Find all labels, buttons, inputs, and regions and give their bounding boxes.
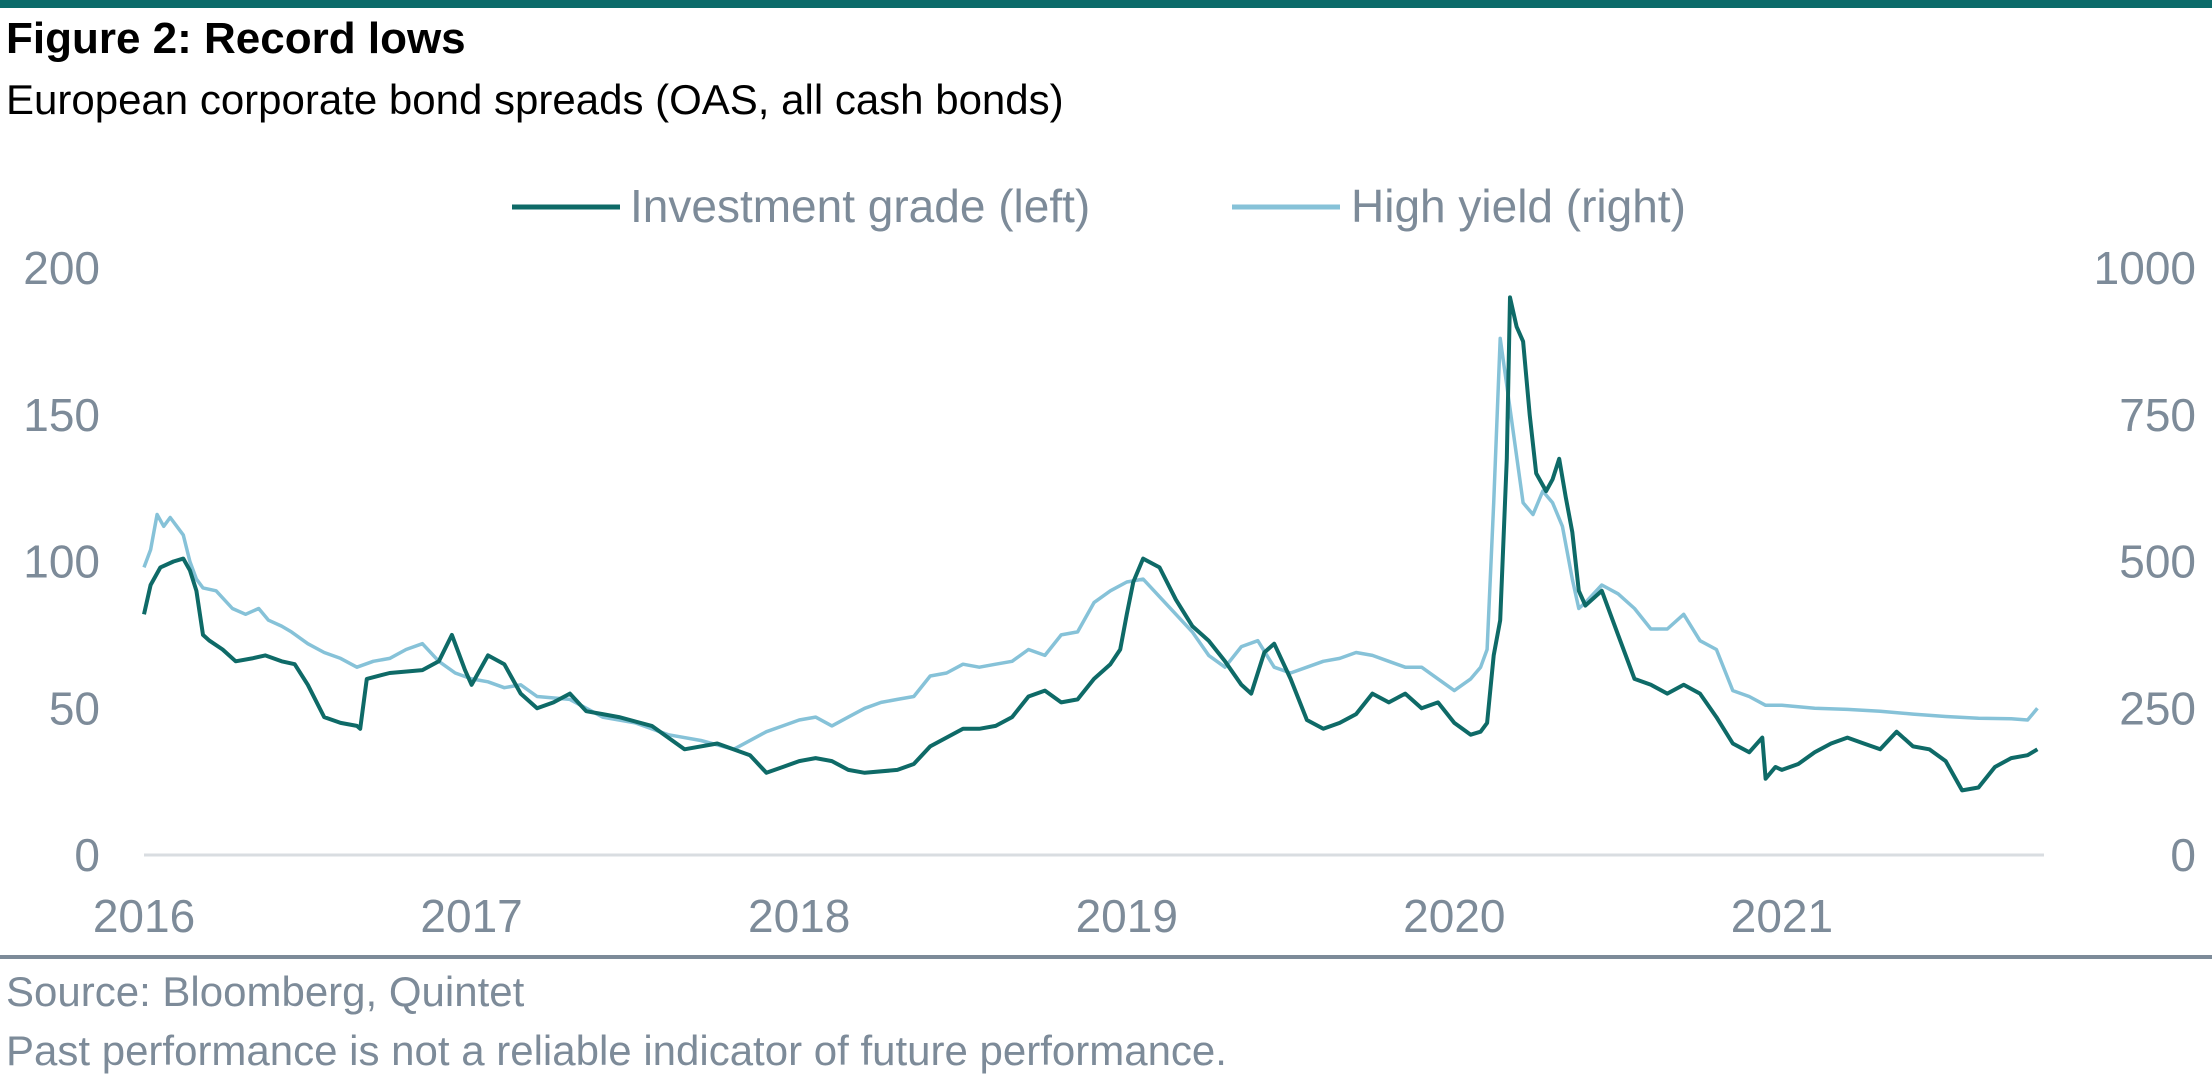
x-axis: 2016 2017 2018 2019 2020 2021 (93, 890, 1833, 942)
right-y-tick-label: 750 (2119, 389, 2196, 441)
series-line-investment-grade (142, 295, 2039, 793)
x-tick-label: 2019 (1076, 890, 1178, 942)
legend-label-investment-grade: Investment grade (left) (630, 180, 1090, 232)
series-layer (142, 295, 2039, 793)
right-y-tick-label: 250 (2119, 682, 2196, 734)
top-accent-rule (0, 0, 2212, 8)
figure-subtitle: European corporate bond spreads (OAS, al… (6, 76, 1064, 123)
right-y-axis: 0 250 500 750 1000 (2094, 242, 2196, 881)
left-y-tick-label: 100 (23, 536, 100, 588)
left-y-tick-label: 0 (74, 829, 100, 881)
left-y-tick-label: 200 (23, 242, 100, 294)
right-y-tick-label: 0 (2170, 829, 2196, 881)
x-tick-label: 2021 (1731, 890, 1833, 942)
legend-label-high-yield: High yield (right) (1351, 180, 1686, 232)
figure-title: Figure 2: Record lows (6, 14, 466, 63)
right-y-tick-label: 500 (2119, 536, 2196, 588)
x-tick-label: 2020 (1403, 890, 1505, 942)
source-note: Source: Bloomberg, Quintet (6, 968, 525, 1015)
x-tick-label: 2018 (748, 890, 850, 942)
chart-legend: Investment grade (left) High yield (righ… (512, 180, 1686, 232)
disclaimer-note: Past performance is not a reliable indic… (6, 1027, 1227, 1074)
x-tick-label: 2017 (420, 890, 522, 942)
right-y-tick-label: 1000 (2094, 242, 2196, 294)
left-y-tick-label: 150 (23, 389, 100, 441)
left-y-axis: 0 50 100 150 200 (23, 242, 100, 881)
chart-area: Investment grade (left) High yield (righ… (23, 180, 2196, 942)
footer-rule (0, 955, 2212, 959)
x-tick-label: 2016 (93, 890, 195, 942)
series-line-high-yield (142, 336, 2039, 752)
left-y-tick-label: 50 (49, 682, 100, 734)
